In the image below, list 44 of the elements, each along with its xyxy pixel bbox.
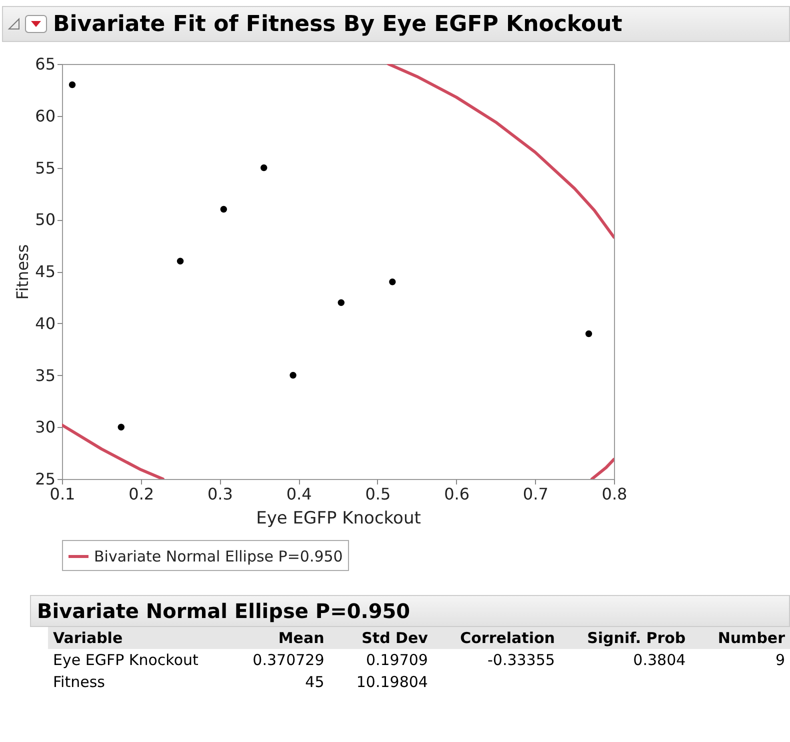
point [176,258,184,264]
text: Bivariate Normal Ellipse P=0.950 [30,595,790,627]
text: 0.370729 [252,650,326,671]
point [118,424,124,430]
point [260,164,268,172]
text: Mean [226,627,330,649]
text: Std Dev [329,627,433,649]
text: Variable [48,627,226,649]
y-tick-label: 50 [35,210,56,230]
x-tick-label: 0.2 [128,484,154,504]
x-tick-label: 0.7 [522,484,548,504]
x-tick-label: 0.5 [365,484,391,504]
y-tick-label: 65 [35,54,56,74]
x-tick-label: 0.3 [207,484,233,504]
text: 10.19804 [355,672,429,693]
y-tick-label: 35 [35,366,56,385]
y-tick-label: 45 [35,262,56,281]
text: 0.3804 [632,650,687,671]
y-tick-label: 30 [35,418,56,437]
chart-title: Bivariate Fit of Fitness By Eye EGFP Knockout [53,12,622,36]
text: Eye EGFP Knockout [52,650,200,671]
y-tick-label: 55 [35,158,56,178]
x-tick-label: 0.6 [444,484,470,504]
y-tick-label: 40 [35,314,56,333]
text: Number [690,627,790,649]
text: 0.19709 [364,650,429,671]
text: 9 [774,650,786,671]
x-tick-label: 0.8 [602,484,628,504]
x-axis-title: Eye EGFP Knockout [256,508,422,528]
point [585,330,592,338]
point [290,372,296,379]
text: -0.33355 [486,650,556,671]
text: 45 [304,672,326,693]
legend-label: Bivariate Normal Ellipse P=0.950 [94,548,343,566]
text: Signif. Prob [560,627,691,649]
y-tick-label: 60 [35,106,56,126]
point [220,206,228,213]
y-axis-title: Fitness [13,244,32,300]
x-tick-label: 0.4 [286,484,312,504]
point [389,278,396,286]
text: Correlation [432,627,560,649]
point [338,299,345,306]
point [68,81,76,88]
text: Fitness [52,672,106,693]
